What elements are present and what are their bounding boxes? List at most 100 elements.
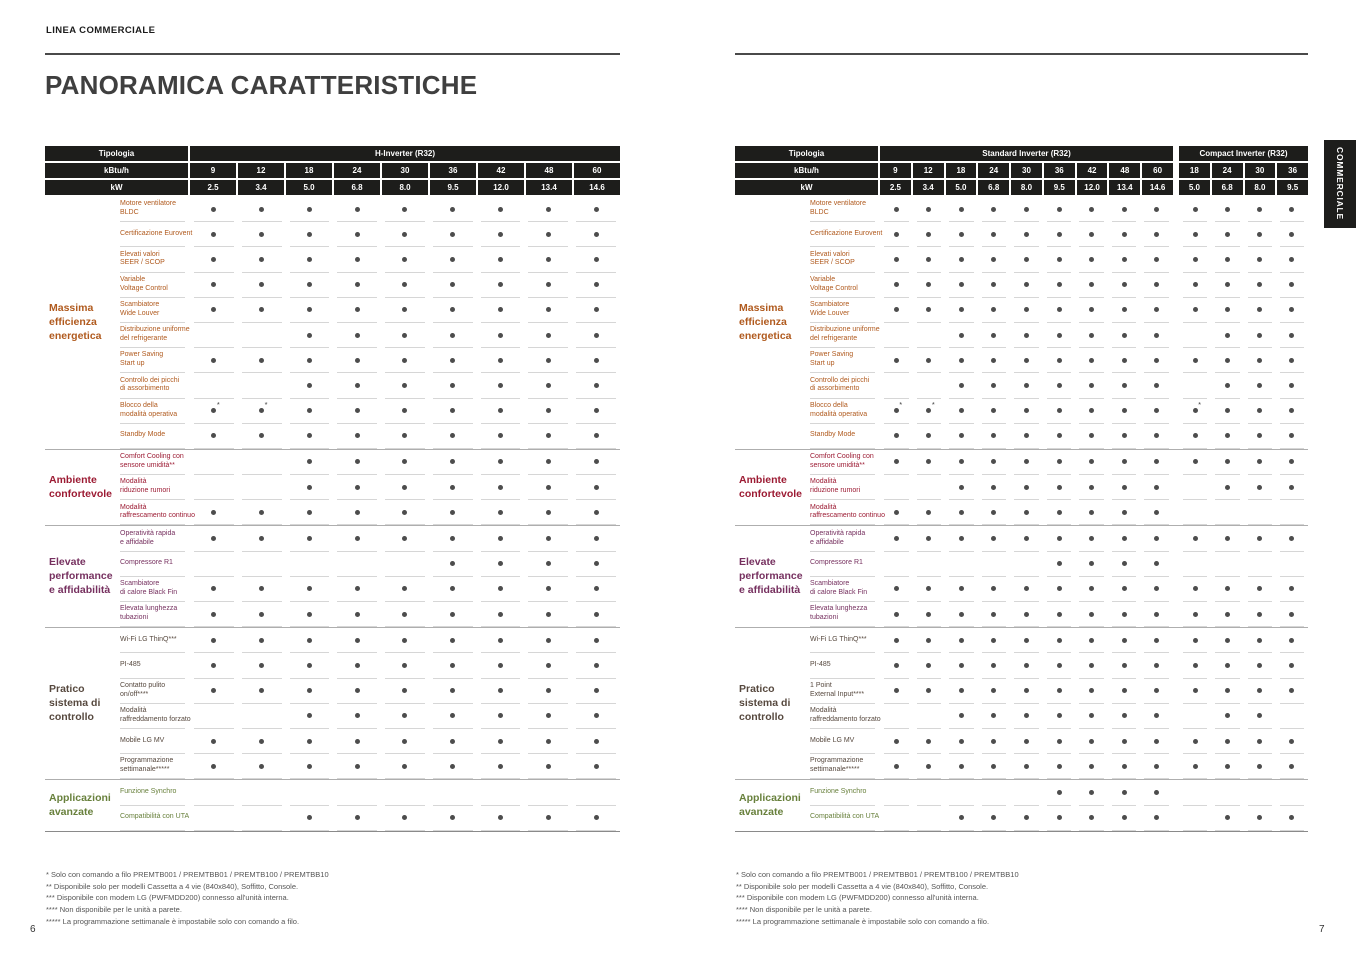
group-title-cell: Standard Inverter (R32) [880,146,1173,161]
table-row: Scambiatore di calore Black Fin [810,577,1308,602]
feature-dot [211,509,217,515]
feature-dot [1289,231,1295,237]
feature-dot [1154,611,1160,617]
feature-dot [545,433,551,439]
dot-cell [1046,780,1072,806]
feature-dot [1056,282,1062,288]
dot-cell [1046,602,1072,628]
asterisk-mark: * [264,399,268,409]
feature-dot [545,382,551,388]
dot-cell [1183,373,1208,399]
dot-cell [432,754,473,780]
feature-dot [450,433,456,439]
feature-dot [1257,231,1263,237]
dot-cell [949,602,974,628]
dot-cell [337,450,378,476]
feature-label: 1 Point External Input**** [810,679,875,704]
dot-cell [884,602,909,628]
feature-dot [1089,738,1095,744]
dot-cell [1046,704,1072,729]
dot-cell [1079,273,1104,298]
feature-dot [354,815,360,821]
dot-cell [1144,679,1169,704]
dot-cell [337,399,378,424]
dot-group [880,577,1173,602]
feature-dot [893,282,899,288]
dot-cell [1215,424,1240,449]
dot-cell [576,475,616,501]
feature-dot [1224,611,1230,617]
dot-group: * * [190,399,620,424]
feature-dot [498,382,504,388]
feature-dot [498,484,504,490]
dot-cell [1215,247,1240,273]
kw-value-cell: 13.4 [1109,180,1141,195]
dot-cell [1183,806,1208,831]
dot-cell [949,577,974,602]
dot-cell [241,500,282,526]
table-row: Distribuzione uniforme del refrigerante [810,323,1308,349]
feature-label: Comfort Cooling con sensore umidità** [120,450,185,476]
dot-cell [289,780,330,806]
dot-cell [1183,577,1208,602]
feature-dot [545,459,551,465]
dot-cell [1046,373,1072,399]
dot-cell [1111,577,1137,602]
feature-dot [1289,332,1295,338]
feature-dot [1289,307,1295,313]
feature-dot [991,688,997,694]
feature-dot [1056,789,1062,795]
feature-dot [402,307,408,313]
feature-dot [545,637,551,643]
feature-dot [402,357,408,363]
feature-dot [450,561,456,567]
dot-cell [949,348,974,374]
section-pratico: Pratico sistema di controllo Wi-Fi LG Thi… [45,627,620,780]
dot-cell [337,298,378,323]
feature-dot [1154,382,1160,388]
dot-cell [480,424,521,449]
feature-dot [259,206,265,212]
dot-cell: * [884,399,909,424]
dot-cell [337,500,378,526]
dot-cell [1215,806,1240,831]
table-row: Funzione Synchro [120,780,620,806]
dot-cell [1183,704,1208,729]
dot-cell [1215,679,1240,704]
feature-label: Compressore R1 [810,552,875,577]
feature-dot [991,206,997,212]
feature-dot [593,713,599,719]
feature-dot [1154,256,1160,262]
feature-dot [926,459,932,465]
feature-dot [893,357,899,363]
dot-cell [1183,628,1208,654]
dot-cell [981,679,1007,704]
dot-group [190,526,620,552]
feature-dot [354,282,360,288]
dot-group [1179,450,1308,476]
dot-cell [194,222,234,248]
dot-cell [480,577,521,602]
dot-cell [1215,475,1240,501]
dot-cell [241,424,282,449]
dot-cell [194,628,234,654]
footnote-line: * Solo con comando a filo PREMTB001 / PR… [46,870,329,879]
feature-dot [1224,688,1230,694]
dot-cell [289,628,330,654]
dot-cell [1046,526,1072,552]
feature-dot [450,763,456,769]
dot-cell [1014,806,1039,831]
feature-dot [1257,332,1263,338]
feature-dot [1192,231,1198,237]
table-row: Power Saving Start up [120,348,620,374]
feature-dot [450,738,456,744]
dot-cell [385,679,425,704]
kw-value-cell: 13.4 [526,180,572,195]
table-row: Compressore R1 [120,552,620,577]
dot-cell [528,628,569,654]
dot-cell [884,222,909,248]
feature-label: Compatibilità con UTA [810,806,879,831]
dot-cell [241,806,282,831]
tab-commerciale[interactable]: COMMERCIALE [1324,140,1356,228]
feature-dot [545,763,551,769]
